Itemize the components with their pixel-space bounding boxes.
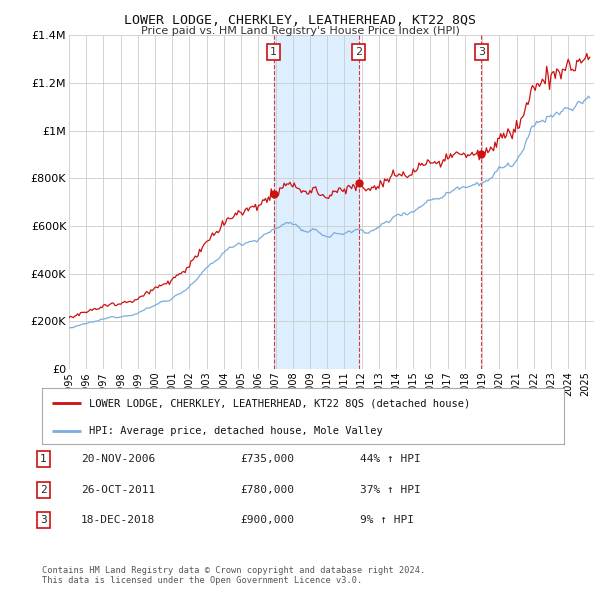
Text: LOWER LODGE, CHERKLEY, LEATHERHEAD, KT22 8QS: LOWER LODGE, CHERKLEY, LEATHERHEAD, KT22…: [124, 14, 476, 27]
Text: 9% ↑ HPI: 9% ↑ HPI: [360, 516, 414, 525]
Text: 44% ↑ HPI: 44% ↑ HPI: [360, 454, 421, 464]
Text: £900,000: £900,000: [240, 516, 294, 525]
Text: 2: 2: [40, 485, 47, 494]
Text: 37% ↑ HPI: 37% ↑ HPI: [360, 485, 421, 494]
Text: £780,000: £780,000: [240, 485, 294, 494]
Text: 1: 1: [40, 454, 47, 464]
Text: 18-DEC-2018: 18-DEC-2018: [81, 516, 155, 525]
Text: 1: 1: [270, 47, 277, 57]
Text: 3: 3: [478, 47, 485, 57]
Text: Price paid vs. HM Land Registry's House Price Index (HPI): Price paid vs. HM Land Registry's House …: [140, 26, 460, 36]
Text: 26-OCT-2011: 26-OCT-2011: [81, 485, 155, 494]
Text: LOWER LODGE, CHERKLEY, LEATHERHEAD, KT22 8QS (detached house): LOWER LODGE, CHERKLEY, LEATHERHEAD, KT22…: [89, 398, 470, 408]
Text: 2: 2: [355, 47, 362, 57]
Text: 20-NOV-2006: 20-NOV-2006: [81, 454, 155, 464]
Text: Contains HM Land Registry data © Crown copyright and database right 2024.
This d: Contains HM Land Registry data © Crown c…: [42, 566, 425, 585]
Bar: [274, 35, 359, 369]
Text: HPI: Average price, detached house, Mole Valley: HPI: Average price, detached house, Mole…: [89, 427, 383, 437]
Text: £735,000: £735,000: [240, 454, 294, 464]
Text: 3: 3: [40, 516, 47, 525]
